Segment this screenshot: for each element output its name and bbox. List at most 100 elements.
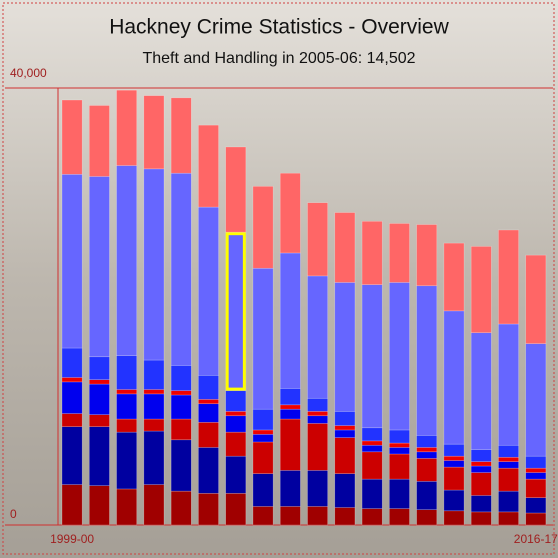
bar-segment (88, 414, 110, 427)
bar-segment (443, 455, 465, 461)
bar-segment (443, 510, 465, 526)
bar-segment (361, 478, 383, 509)
bar-segment (252, 434, 274, 443)
bar-segment (225, 415, 247, 433)
bar-segment (143, 484, 165, 526)
bar-segment (307, 506, 328, 526)
bar-segment (279, 388, 301, 406)
bar-segment (498, 461, 519, 469)
bar-segment (389, 447, 410, 455)
bar-segment (279, 418, 301, 471)
bar-segment (116, 165, 138, 356)
bar-segment (498, 323, 519, 446)
bar-segment (389, 478, 410, 509)
bar-segment (361, 220, 383, 285)
bar-segment (334, 212, 356, 283)
bar-segment (498, 467, 519, 492)
chart-title: Hackney Crime Statistics - Overview (109, 16, 449, 39)
bar-segment (88, 176, 110, 358)
x-tick-label: 1999-00 (50, 532, 94, 546)
bar-segment (116, 355, 138, 390)
bar-segment (470, 461, 492, 467)
y-tick-label: 40,000 (10, 66, 47, 80)
bar-segment (88, 105, 110, 177)
bar-segment (116, 89, 138, 166)
bar-segment (470, 472, 492, 496)
bar-segment (61, 381, 83, 414)
bar-segment (143, 430, 165, 485)
bar-segment (88, 356, 110, 380)
bar-segment (170, 97, 192, 174)
bar-segment (116, 393, 138, 420)
bar-segment (88, 383, 110, 415)
bar-segment (389, 223, 410, 283)
bar-segment (61, 484, 83, 526)
bar-segment (225, 431, 247, 457)
bar-segment (334, 425, 356, 431)
bar-segment (279, 172, 301, 254)
bar-segment (389, 282, 410, 431)
bar-segment (498, 511, 519, 526)
bar-segment (61, 99, 83, 175)
bar-segment (143, 418, 165, 432)
bar-segment (498, 229, 519, 325)
bar-segment (170, 365, 192, 391)
bar-segment (143, 389, 165, 395)
bar-segment (334, 282, 356, 412)
bar-segment (279, 252, 301, 389)
bar-segment (198, 124, 219, 208)
bar-segment (279, 408, 301, 420)
bar-segment (416, 458, 438, 482)
bar-segment (307, 423, 328, 471)
bar-segment (389, 508, 410, 526)
bar-segment (334, 437, 356, 474)
bar-segment (225, 455, 247, 494)
bar-segment (198, 399, 219, 405)
bar-segment (307, 415, 328, 424)
bar-segment (252, 506, 274, 526)
bar-segment (279, 404, 301, 410)
bar-segment (252, 473, 274, 507)
bar-segment (361, 284, 383, 429)
bar-segment (143, 168, 165, 361)
bar-segment (361, 427, 383, 442)
bar-segment (525, 478, 547, 498)
bar-segment (498, 456, 519, 462)
bar-segment (116, 389, 138, 395)
bar-segment (416, 509, 438, 526)
bar-segment (225, 146, 247, 233)
bar-segment (170, 490, 192, 526)
chart-subtitle: Theft and Handling in 2005-06: 14,502 (142, 50, 415, 67)
bar-segment (443, 460, 465, 468)
bar-segment (470, 495, 492, 513)
bar-segment (61, 426, 83, 485)
bar-segment (525, 254, 547, 344)
bar-segment (525, 497, 547, 514)
bar-segment (252, 441, 274, 474)
bar-segment (443, 242, 465, 312)
bar-segment (416, 224, 438, 287)
bar-segment (443, 489, 465, 512)
bar-segment (361, 440, 383, 446)
bar-segment (307, 411, 328, 417)
bar-segment (334, 411, 356, 426)
bar-segment (307, 397, 328, 412)
bar-segment (116, 488, 138, 526)
bar-segment (61, 347, 83, 378)
bar-segment (225, 390, 247, 412)
bar-segment (307, 470, 328, 507)
bar-segment (61, 377, 83, 383)
bar-segment (170, 439, 192, 492)
bar-segment (252, 408, 274, 431)
bar-segment (116, 431, 138, 490)
bar-segment (416, 285, 438, 436)
bar-segment (389, 429, 410, 444)
bar-segment (361, 451, 383, 480)
bar-segment (225, 493, 247, 526)
bar-segment (198, 493, 219, 526)
bar-segment (334, 507, 356, 526)
bar-segment (252, 429, 274, 435)
bar-segment (498, 490, 519, 513)
